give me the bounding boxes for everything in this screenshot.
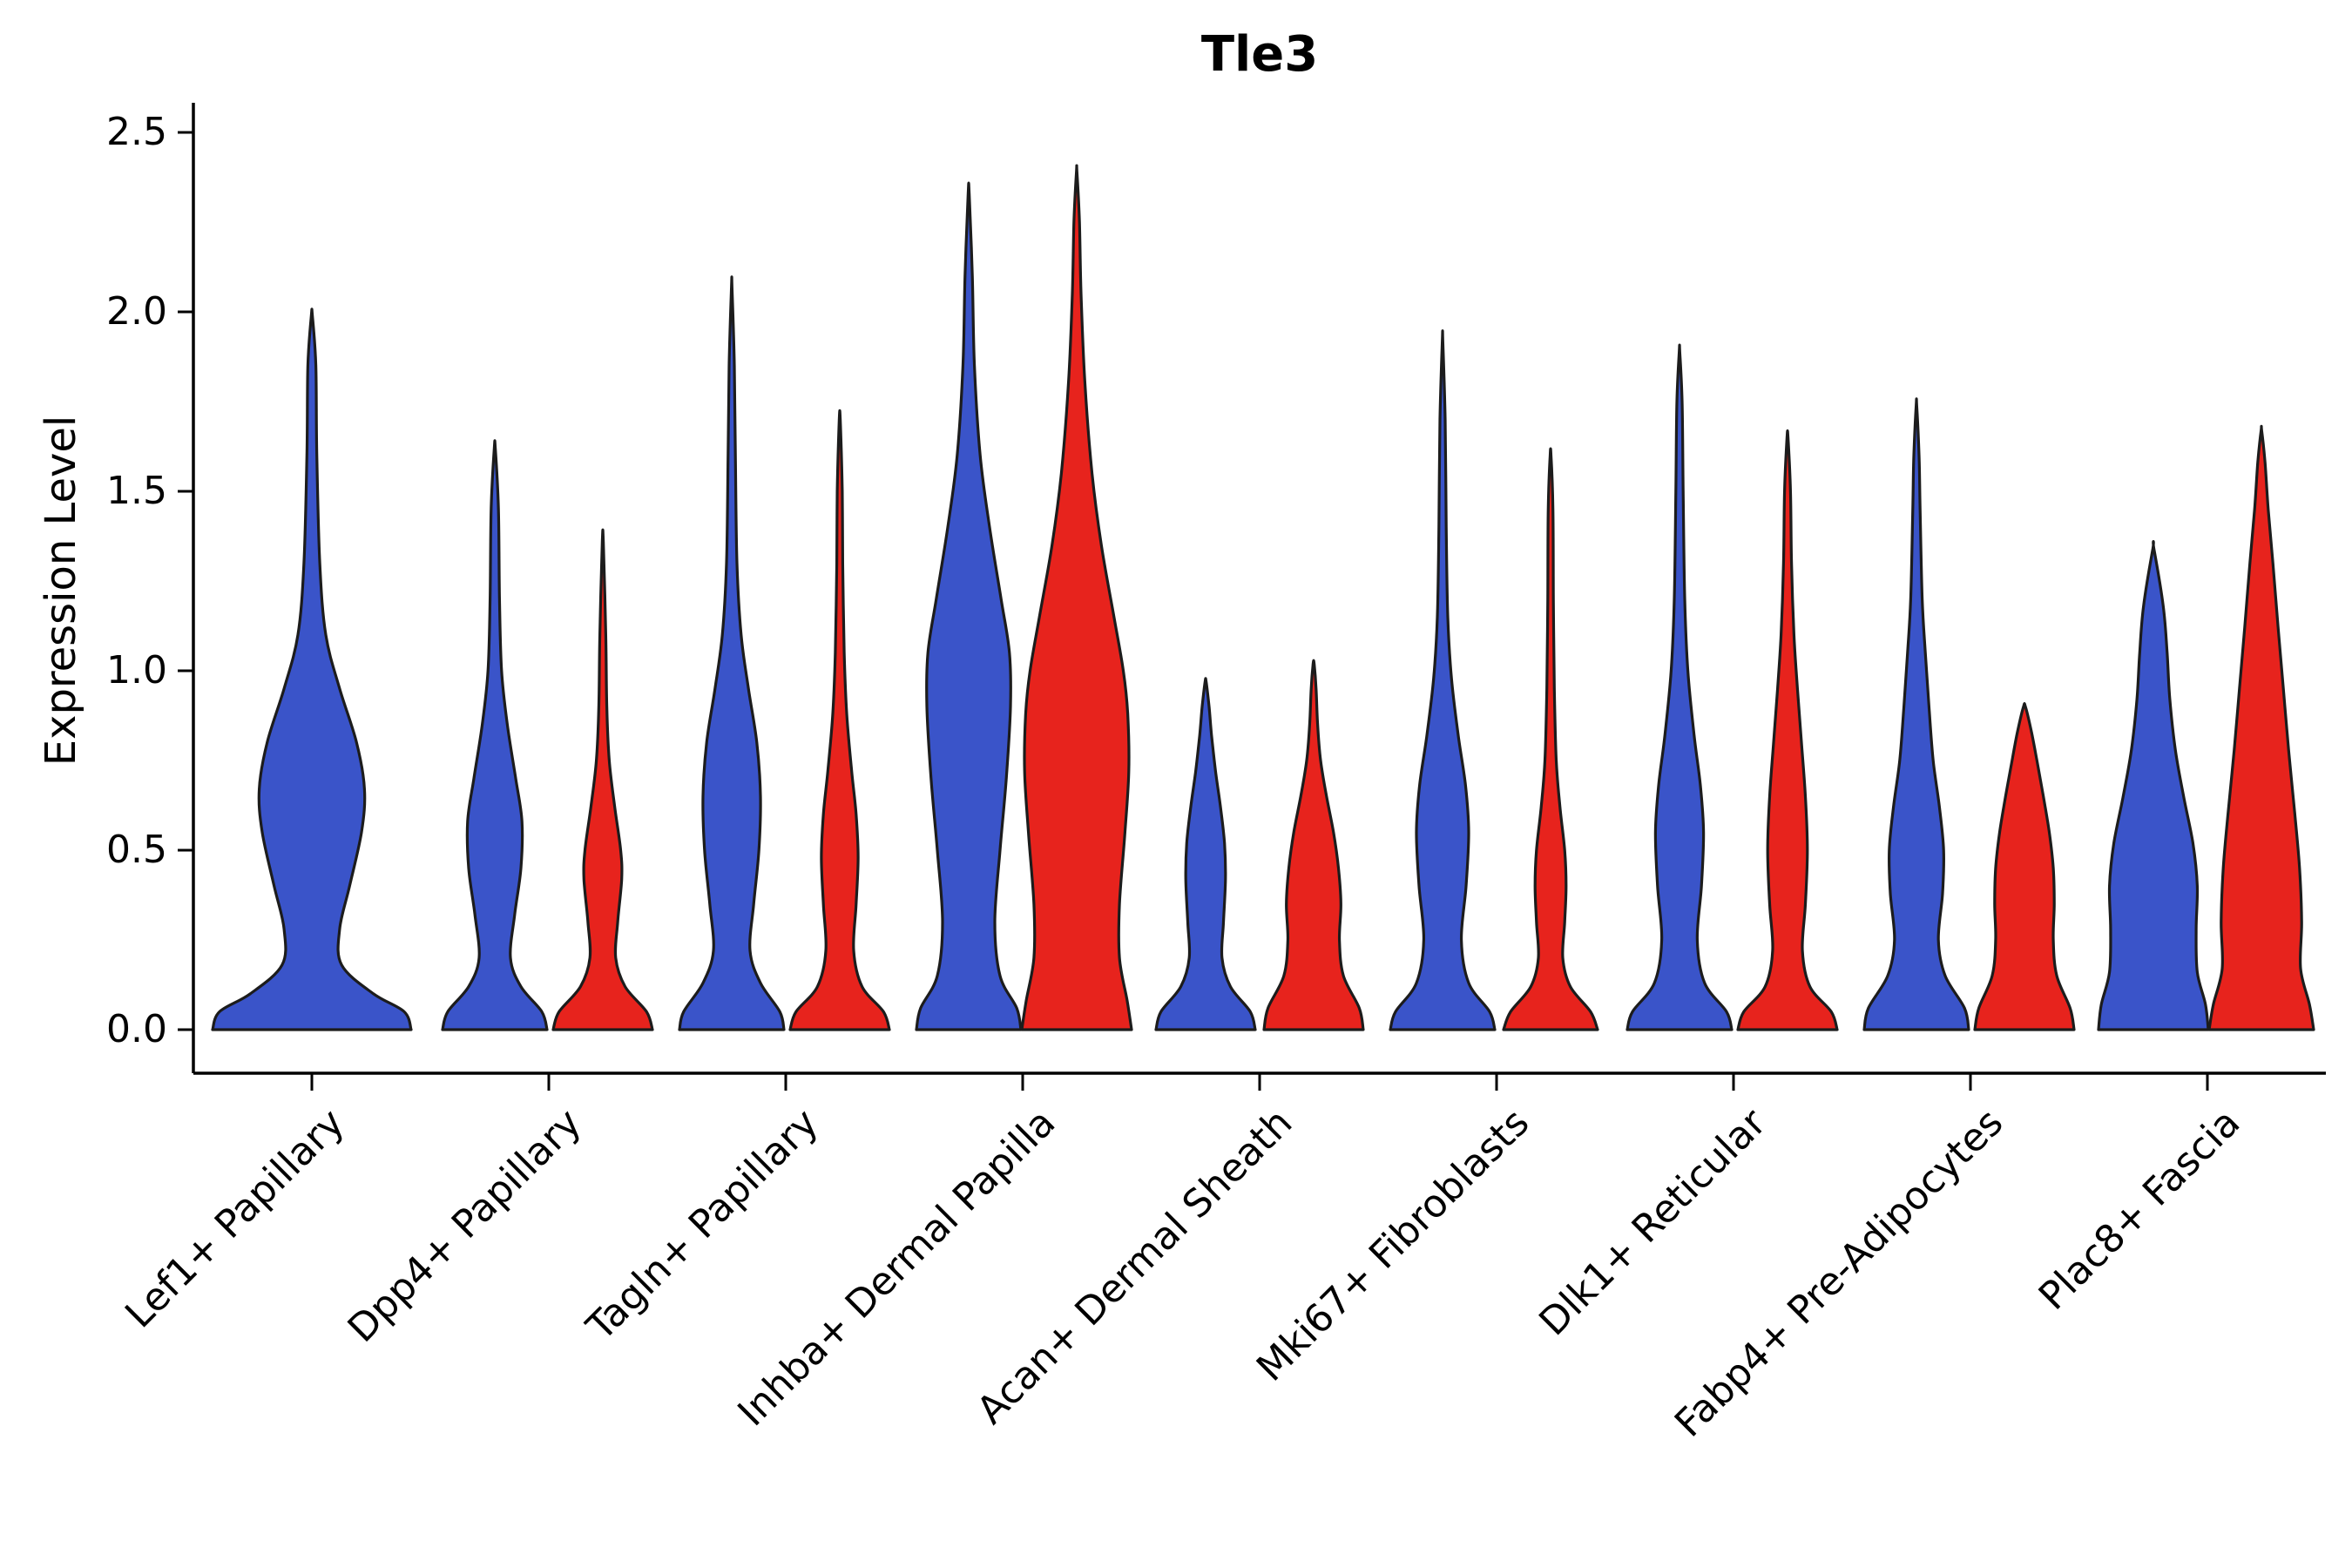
y-tick-label: 2.5 <box>106 110 167 154</box>
violin-group-red-mki67-fibroblasts <box>1502 447 1599 1031</box>
violin-group-red-dpp4-papillary <box>551 528 654 1031</box>
violin-group-blue-dlk1-reticular <box>1625 343 1734 1031</box>
violin-group-red-plac8-fascia <box>2207 424 2315 1031</box>
violin-group-red-dlk1-reticular <box>1736 429 1839 1031</box>
y-tick-label: 1.0 <box>106 648 167 693</box>
violin-group-red-inhba-dermal-papilla <box>1020 164 1133 1031</box>
y-tick-label: 1.5 <box>106 469 167 513</box>
violin-group-red-fabp4-pre-adipocytes <box>1973 701 2076 1031</box>
violin-group-red-tagln-papillary <box>788 409 891 1031</box>
violin-group-red-acan-dermal-sheath <box>1262 659 1365 1031</box>
violin-group-blue-tagln-papillary <box>678 275 786 1031</box>
violin-group-blue-lef1-papillary <box>211 308 413 1031</box>
violin-group-blue-plac8-fascia <box>2097 540 2210 1031</box>
y-tick-label: 0.5 <box>106 828 167 872</box>
y-tick-label: 2.0 <box>106 289 167 334</box>
y-tick-label: 0.0 <box>106 1007 167 1051</box>
violin-group-blue-mki67-fibroblasts <box>1389 329 1497 1031</box>
chart-title: Tle3 <box>1200 26 1319 83</box>
y-axis-label: Expression Level <box>37 415 85 767</box>
violin-group-blue-dpp4-papillary <box>441 439 549 1031</box>
violin-group-blue-fabp4-pre-adipocytes <box>1862 397 1970 1031</box>
violin-group-blue-inhba-dermal-papilla <box>915 181 1023 1031</box>
violin-group-blue-acan-dermal-sheath <box>1154 677 1257 1031</box>
